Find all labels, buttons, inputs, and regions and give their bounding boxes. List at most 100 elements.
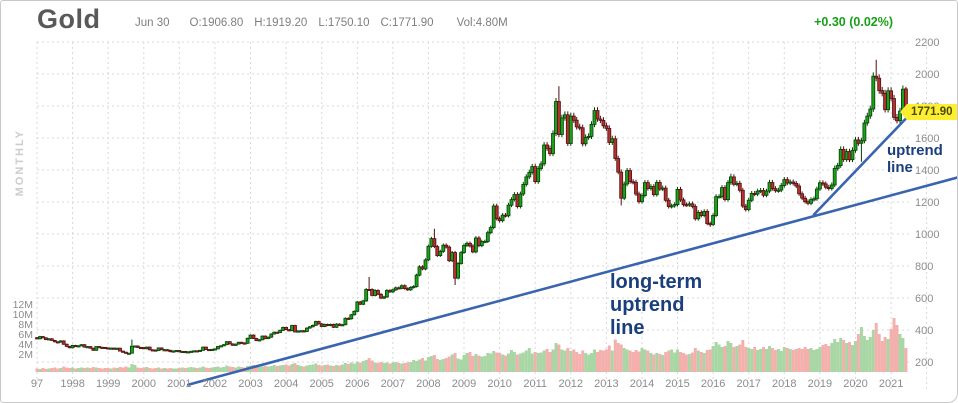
volume-bar xyxy=(260,366,264,372)
volume-bar xyxy=(762,347,765,372)
volume-bar xyxy=(183,368,187,372)
volume-bar xyxy=(539,352,543,372)
candle xyxy=(138,346,143,349)
candle xyxy=(530,166,535,173)
volume-bar xyxy=(210,367,214,372)
volume-bar xyxy=(515,354,519,372)
candle xyxy=(815,188,819,200)
quote-open: O:1906.80 xyxy=(189,17,244,29)
candle xyxy=(678,188,683,201)
volume-bar xyxy=(397,363,401,372)
price-tick-label: 800 xyxy=(915,261,933,273)
volume-bar xyxy=(103,368,107,372)
candle xyxy=(298,330,303,333)
volume-bar xyxy=(352,363,356,372)
volume-bar xyxy=(702,353,706,372)
volume-bar xyxy=(157,367,161,372)
volume-bar xyxy=(177,368,181,372)
candle xyxy=(251,334,256,339)
volume-bar xyxy=(97,368,101,372)
candle xyxy=(687,203,692,206)
candle xyxy=(737,182,742,191)
candle xyxy=(800,193,804,199)
candle xyxy=(542,144,546,165)
volume-bar xyxy=(598,350,602,372)
candle xyxy=(284,326,289,330)
candle xyxy=(619,171,624,199)
candle xyxy=(147,346,152,351)
volume-bar xyxy=(80,367,83,372)
volume-bar xyxy=(56,368,60,372)
candle xyxy=(207,349,211,352)
last-price-tag: 1771.90 xyxy=(900,104,957,120)
volume-bar xyxy=(376,363,380,372)
volume-bar xyxy=(82,368,86,372)
candle xyxy=(393,287,398,291)
volume-bar xyxy=(474,354,478,372)
candle xyxy=(382,296,386,299)
candle xyxy=(112,347,116,350)
volume-bar xyxy=(222,367,226,372)
quote-close: C:1771.90 xyxy=(380,17,434,29)
volume-bar xyxy=(305,365,309,372)
candle xyxy=(159,347,164,351)
candle xyxy=(482,241,487,244)
volume-bar xyxy=(622,348,626,372)
candle xyxy=(560,117,564,135)
volume-bar xyxy=(281,365,285,372)
candle xyxy=(109,347,113,350)
volume-bar xyxy=(854,341,857,372)
volume-bar xyxy=(720,347,724,372)
volume-bar xyxy=(800,349,804,372)
candle xyxy=(41,336,45,339)
candle xyxy=(212,348,217,351)
volume-bar xyxy=(690,352,694,372)
candle xyxy=(776,189,781,192)
candle xyxy=(545,144,549,149)
volume-tick-label: 4M xyxy=(18,339,33,351)
volume-bar xyxy=(400,363,404,372)
volume-bar xyxy=(773,350,777,372)
candle xyxy=(239,341,244,344)
candle xyxy=(245,337,250,344)
volume-bar xyxy=(338,365,341,372)
volume-tick-label: 12M xyxy=(13,299,33,311)
candle xyxy=(230,343,235,346)
volume-bar xyxy=(791,350,795,372)
volume-bar xyxy=(166,368,169,372)
candle xyxy=(411,286,416,289)
candle xyxy=(732,176,736,185)
volume-bar xyxy=(483,356,487,372)
volume-bar xyxy=(590,353,593,372)
candle xyxy=(512,194,517,201)
volume-bar xyxy=(367,358,371,372)
candle xyxy=(785,179,790,184)
volume-bar xyxy=(714,342,718,372)
candle xyxy=(812,198,816,201)
volume-bar xyxy=(370,360,374,372)
volume-bar xyxy=(818,347,822,372)
volume-bar xyxy=(593,349,596,372)
volume-bar xyxy=(489,353,493,372)
volume-bar xyxy=(192,367,196,372)
candle xyxy=(144,346,149,350)
candle xyxy=(548,147,552,155)
timeframe-watermark: MONTHLY xyxy=(14,129,26,197)
volume-bar xyxy=(759,349,763,372)
volume-bar xyxy=(320,365,324,372)
candle xyxy=(94,346,99,351)
volume-bar xyxy=(554,343,558,372)
volume-bar xyxy=(308,365,312,372)
volume-bar xyxy=(649,353,653,372)
annotation-line-2: line xyxy=(887,159,913,176)
volume-bar xyxy=(231,367,235,372)
candle xyxy=(607,128,612,143)
candle xyxy=(204,346,208,350)
volume-bar xyxy=(545,349,549,372)
volume-bar xyxy=(486,353,490,372)
candle xyxy=(841,148,846,160)
volume-bar xyxy=(293,363,297,372)
volume-bar xyxy=(332,366,336,372)
volume-bar xyxy=(450,354,454,372)
